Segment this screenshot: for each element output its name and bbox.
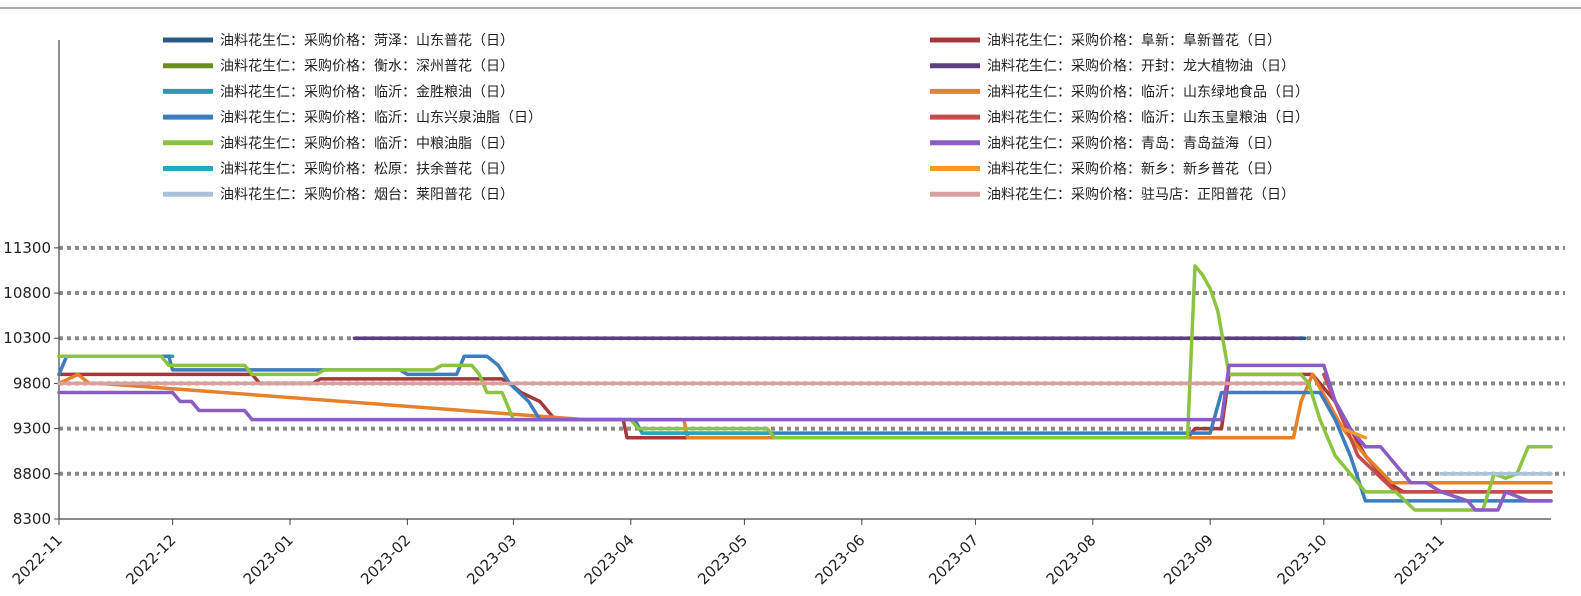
legend-label: 油料花生仁：采购价格：临沂：中粮油脂（日） [220, 136, 514, 152]
series-line-9 [57, 264, 1553, 512]
legend-label: 油料花生仁：采购价格：驻马店：正阳普花（日） [987, 187, 1295, 203]
x-tick-label: 2023-01 [240, 531, 297, 588]
series-line-10 [57, 363, 1553, 512]
y-tick-label: 9300 [13, 420, 51, 438]
y-tick-label: 8300 [13, 510, 51, 528]
legend: 油料花生仁：采购价格：菏泽：山东普花（日） 油料花生仁：采购价格：阜新：阜新普花（… [163, 32, 1309, 203]
legend-label: 油料花生仁：采购价格：松原：扶余普花（日） [220, 161, 514, 178]
legend-label: 油料花生仁：采购价格：开封：龙大植物油（日） [987, 59, 1295, 75]
series-line-12 [1340, 426, 1368, 440]
series-lines [57, 264, 1553, 512]
legend-label: 油料花生仁：采购价格：临沂：山东玉皇粮油（日） [987, 110, 1309, 126]
legend-label: 油料花生仁：采购价格：衡水：深州普花（日） [220, 59, 514, 75]
y-tick-label: 9800 [13, 374, 51, 392]
y-tick-label: 11300 [3, 239, 51, 257]
x-tick-label: 2023-06 [812, 531, 869, 588]
legend-label: 油料花生仁：采购价格：临沂：山东兴泉油脂（日） [220, 109, 542, 126]
y-tick-label: 10300 [3, 329, 51, 347]
x-tick-label: 2023-08 [1043, 531, 1100, 588]
legend-label: 油料花生仁：采购价格：菏泽：山东普花（日） [220, 33, 514, 49]
x-tick-label: 2023-11 [1391, 531, 1448, 588]
legend-label: 油料花生仁：采购价格：临沂：山东绿地食品（日） [987, 83, 1309, 100]
x-tick-label: 2023-10 [1274, 531, 1331, 588]
legend-label: 油料花生仁：采购价格：青岛：青岛益海（日） [987, 136, 1281, 152]
x-tick-label: 2023-03 [463, 531, 520, 588]
gridlines [59, 245, 1565, 476]
y-tick-label: 10800 [3, 284, 51, 302]
legend-label: 油料花生仁：采购价格：烟台：莱阳普花（日） [220, 187, 514, 203]
x-tick-label: 2023-02 [357, 531, 414, 588]
legend-label: 油料花生仁：采购价格：阜新：阜新普花（日） [987, 32, 1281, 49]
x-tick-label: 2022-12 [122, 531, 179, 588]
x-tick-label: 2023-09 [1160, 531, 1217, 588]
y-tick-label: 8800 [13, 465, 51, 483]
legend-label: 油料花生仁：采购价格：临沂：金胜粮油（日） [220, 84, 514, 100]
x-tick-label: 2023-05 [694, 531, 751, 588]
legend-label: 油料花生仁：采购价格：新乡：新乡普花（日） [987, 162, 1281, 178]
x-tick-label: 2022-11 [9, 531, 66, 588]
x-tick-label: 2023-07 [925, 531, 982, 588]
x-tick-label: 2023-04 [581, 531, 638, 588]
